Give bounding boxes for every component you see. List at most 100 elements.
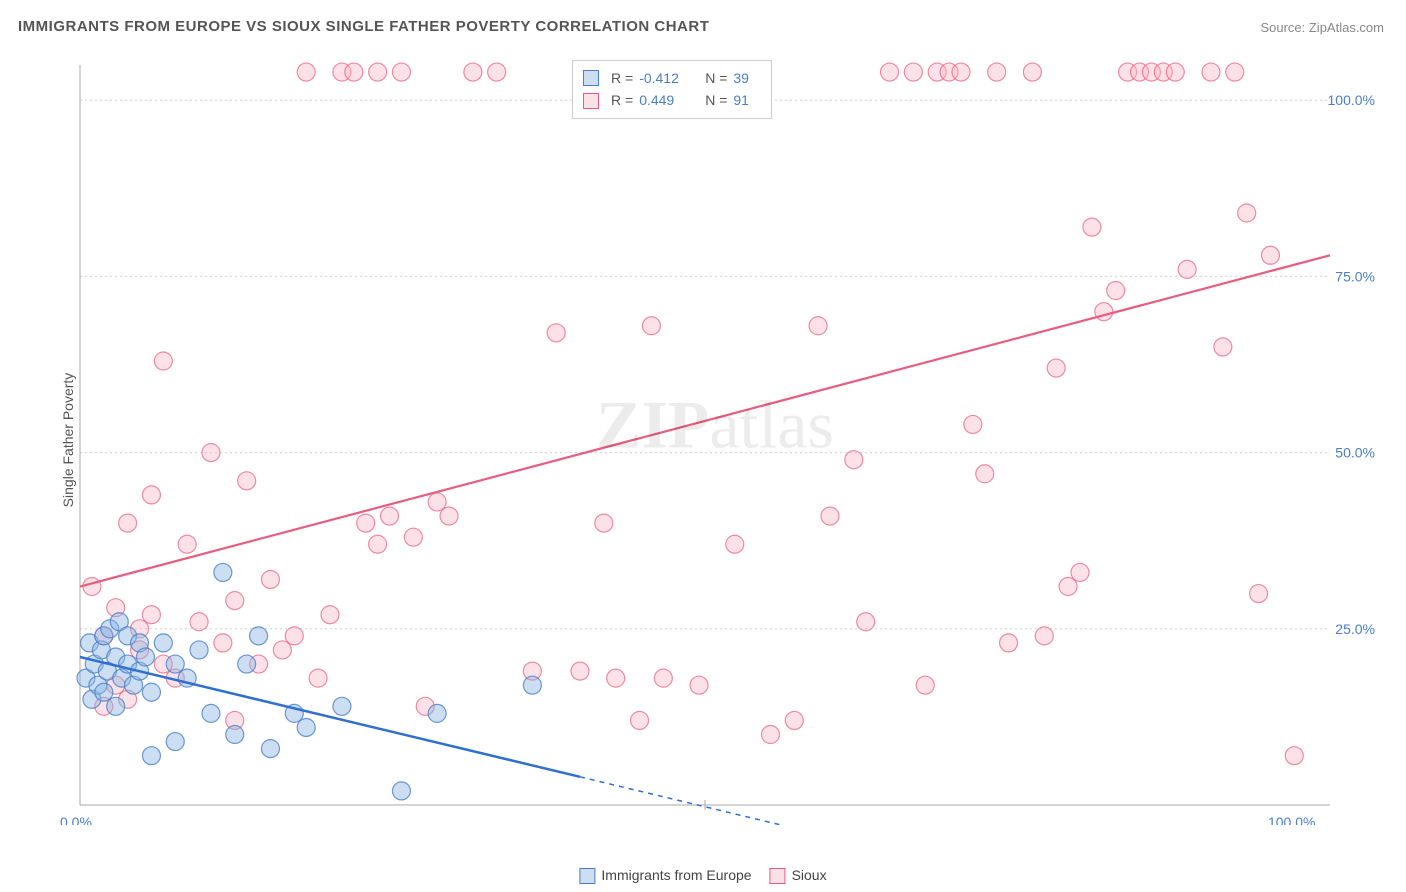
data-point <box>881 63 899 81</box>
data-point <box>321 606 339 624</box>
data-point <box>136 648 154 666</box>
data-point <box>392 782 410 800</box>
data-point <box>1000 634 1018 652</box>
data-point <box>392 63 410 81</box>
legend-item: Immigrants from Europe <box>579 867 751 884</box>
data-point <box>202 704 220 722</box>
data-point <box>821 507 839 525</box>
data-point <box>761 726 779 744</box>
data-point <box>1035 627 1053 645</box>
n-label: N = <box>705 67 727 89</box>
data-point <box>154 352 172 370</box>
data-point <box>142 683 160 701</box>
data-point <box>1214 338 1232 356</box>
svg-text:75.0%: 75.0% <box>1335 268 1375 284</box>
source-prefix: Source: <box>1260 20 1308 35</box>
data-point <box>250 627 268 645</box>
r-label: R = <box>611 67 633 89</box>
data-point <box>119 514 137 532</box>
source-credit: Source: ZipAtlas.com <box>1260 20 1384 35</box>
data-point <box>1083 218 1101 236</box>
legend-swatch <box>583 70 599 86</box>
data-point <box>261 570 279 588</box>
source-link[interactable]: ZipAtlas.com <box>1309 20 1384 35</box>
data-point <box>83 578 101 596</box>
data-point <box>916 676 934 694</box>
data-point <box>642 317 660 335</box>
y-axis-label: Single Father Poverty <box>60 373 76 508</box>
data-point <box>261 740 279 758</box>
data-point <box>440 507 458 525</box>
data-point <box>1238 204 1256 222</box>
data-point <box>273 641 291 659</box>
svg-text:0.0%: 0.0% <box>60 814 92 825</box>
data-point <box>785 711 803 729</box>
data-point <box>404 528 422 546</box>
data-point <box>190 613 208 631</box>
trend-line-sioux <box>80 255 1330 586</box>
data-point <box>238 472 256 490</box>
data-point <box>107 697 125 715</box>
legend-item: Sioux <box>770 867 827 884</box>
data-point <box>190 641 208 659</box>
data-point <box>857 613 875 631</box>
data-point <box>1202 63 1220 81</box>
correlation-legend: R =-0.412N =39R =0.449N =91 <box>572 60 772 119</box>
data-point <box>214 563 232 581</box>
data-point <box>654 669 672 687</box>
data-point <box>1178 260 1196 278</box>
data-point <box>845 451 863 469</box>
data-point <box>1166 63 1184 81</box>
data-point <box>1285 747 1303 765</box>
data-point <box>964 415 982 433</box>
data-point <box>571 662 589 680</box>
data-point <box>690 676 708 694</box>
data-point <box>178 535 196 553</box>
data-point <box>297 63 315 81</box>
data-point <box>1047 359 1065 377</box>
data-point <box>631 711 649 729</box>
data-point <box>166 655 184 673</box>
data-point <box>952 63 970 81</box>
r-label: R = <box>611 89 633 111</box>
data-point <box>142 486 160 504</box>
data-point <box>595 514 613 532</box>
svg-text:100.0%: 100.0% <box>1328 92 1375 108</box>
data-point <box>976 465 994 483</box>
legend-swatch <box>770 868 786 884</box>
n-value: 91 <box>733 89 761 111</box>
legend-label: Immigrants from Europe <box>601 867 751 883</box>
data-point <box>369 63 387 81</box>
data-point <box>1261 246 1279 264</box>
data-point <box>95 683 113 701</box>
data-point <box>142 747 160 765</box>
data-point <box>226 592 244 610</box>
data-point <box>488 63 506 81</box>
n-label: N = <box>705 89 727 111</box>
data-point <box>1059 578 1077 596</box>
chart-area: Single Father Poverty 25.0% 50.0% 75.0% 100… <box>50 55 1380 825</box>
data-point <box>285 627 303 645</box>
legend-row: R = 0.449 N = 91 <box>583 89 761 111</box>
data-point <box>202 444 220 462</box>
legend-swatch <box>583 93 599 109</box>
data-point <box>904 63 922 81</box>
svg-text:25.0%: 25.0% <box>1335 621 1375 637</box>
legend-label: Sioux <box>792 867 827 883</box>
series-legend: Immigrants from Europe Sioux <box>579 867 826 884</box>
data-point <box>1226 63 1244 81</box>
data-point <box>142 606 160 624</box>
r-value: 0.449 <box>639 89 695 111</box>
data-point <box>238 655 256 673</box>
data-point <box>809 317 827 335</box>
n-value: 39 <box>733 67 761 89</box>
chart-title: IMMIGRANTS FROM EUROPE VS SIOUX SINGLE F… <box>18 18 709 35</box>
svg-text:50.0%: 50.0% <box>1335 445 1375 461</box>
data-point <box>726 535 744 553</box>
data-point <box>333 697 351 715</box>
scatter-chart: 25.0%50.0%75.0%100.0%0.0%100.0% <box>50 55 1380 825</box>
data-point <box>1250 585 1268 603</box>
data-point <box>154 634 172 652</box>
data-point <box>345 63 363 81</box>
data-point <box>226 726 244 744</box>
